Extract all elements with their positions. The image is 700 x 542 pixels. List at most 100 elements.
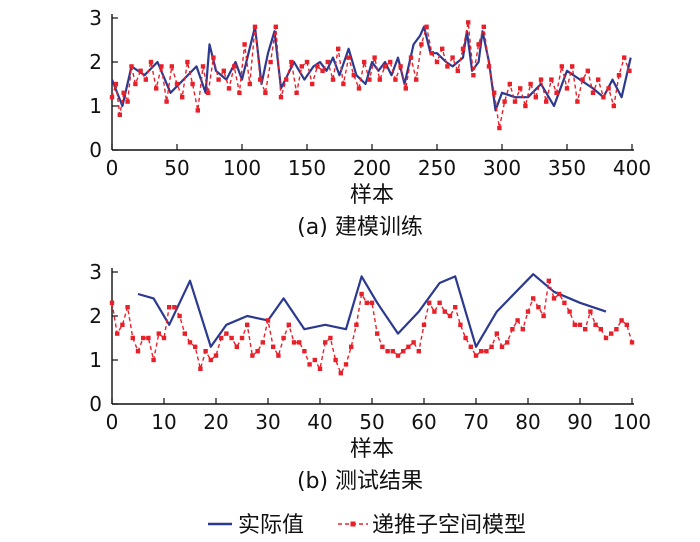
series-marker-model [356, 86, 362, 91]
series-marker-model [512, 99, 518, 104]
series-marker-model [486, 64, 492, 69]
series-marker-model [328, 335, 333, 341]
series-marker-model [375, 331, 380, 336]
series-marker-model [297, 340, 302, 345]
series-marker-model [575, 99, 580, 104]
series-marker-model [193, 344, 198, 349]
x-tick-label: 250 [418, 156, 456, 180]
series-marker-model [336, 46, 341, 51]
series-marker-model [237, 90, 242, 95]
y-tick-label: 0 [89, 392, 102, 416]
series-marker-model [250, 353, 255, 358]
series-marker-model [359, 291, 364, 297]
series-marker-model [507, 81, 512, 87]
x-tick-label: 70 [463, 410, 488, 434]
series-marker-model [619, 318, 624, 323]
series-marker-model [276, 353, 281, 358]
x-tick-label: 90 [567, 410, 592, 434]
y-tick-label: 3 [89, 6, 102, 30]
x-tick-label: 40 [307, 410, 332, 434]
x-tick-label: 100 [223, 156, 261, 180]
series-marker-model [198, 366, 203, 371]
series-marker-model [125, 305, 130, 310]
series-marker-model [559, 64, 564, 69]
series-marker-model [419, 42, 424, 47]
x-tick-label: 150 [288, 156, 326, 180]
series-marker-model [129, 64, 134, 69]
panel-a: 0 1 2 3 0 50 100 150 200 250 300 350 400 样本 (a) 建模训练 [89, 6, 651, 240]
series-marker-model [219, 335, 224, 341]
series-marker-model [169, 64, 174, 69]
series-marker-model [265, 318, 271, 323]
series-marker-model [476, 42, 481, 47]
x-tick-label: 30 [255, 410, 280, 434]
series-marker-model [323, 340, 328, 345]
series-marker-model [255, 349, 260, 354]
series-marker-model [190, 81, 195, 87]
series-marker-model [200, 64, 206, 69]
series-marker-model [268, 59, 273, 65]
series-marker-model [520, 327, 525, 332]
series-marker-model [572, 322, 577, 327]
series-marker-model [395, 353, 401, 358]
x-tick-label: 400 [613, 156, 651, 180]
series-marker-model [115, 331, 120, 336]
series-marker-model [406, 344, 411, 349]
series-marker-model [242, 42, 247, 47]
series-marker-model [557, 291, 562, 297]
series-marker-model [333, 357, 338, 363]
series-marker-model [164, 99, 169, 104]
series-marker-model [177, 313, 182, 319]
series-marker-model [307, 362, 312, 367]
series-marker-model [182, 331, 187, 336]
series-marker-model [562, 300, 567, 305]
y-tick-label: 3 [89, 260, 102, 284]
series-marker-model [247, 81, 252, 87]
series-marker-model [481, 24, 486, 29]
series-marker-model [291, 340, 297, 345]
series-marker-model [627, 68, 632, 73]
series-marker-model [133, 81, 138, 87]
series-marker-model [429, 51, 434, 56]
series-marker-model [510, 327, 515, 332]
series-marker-model [518, 86, 523, 91]
series-marker-model [494, 331, 499, 336]
series-marker-model [367, 77, 372, 82]
series-marker-model [109, 95, 115, 100]
series-marker-model [258, 77, 263, 82]
series-marker-model [403, 86, 408, 91]
series-marker-model [551, 296, 557, 301]
series-marker-model [294, 90, 299, 95]
series-marker-model [515, 318, 520, 323]
series-marker-model [484, 349, 489, 354]
series-marker-model [320, 68, 325, 73]
series-marker-model [437, 300, 442, 305]
series-marker-model [411, 340, 416, 345]
series-marker-model [185, 59, 190, 65]
series-marker-model [354, 322, 359, 327]
series-marker-model [343, 362, 349, 367]
series-marker-model [206, 90, 211, 95]
series-marker-model [302, 349, 307, 354]
series-marker-model [398, 64, 403, 69]
series-marker-model [310, 81, 315, 87]
series-marker-model [502, 99, 507, 104]
series-marker-model [121, 90, 126, 95]
series-marker-model [284, 77, 289, 82]
y-tick-label: 2 [89, 304, 102, 328]
series-marker-model [278, 95, 284, 100]
series-marker-model [453, 305, 458, 310]
series-marker-model [364, 300, 369, 305]
series-marker-model [528, 81, 533, 87]
series-marker-model [499, 344, 505, 349]
series-marker-model [135, 349, 141, 354]
series-marker-model [593, 322, 598, 327]
series-marker-model [447, 313, 453, 319]
series-marker-model [156, 331, 161, 336]
series-marker-model [460, 46, 466, 51]
series-marker-model [466, 20, 471, 25]
series-marker-model [463, 335, 468, 341]
series-marker-model [598, 327, 603, 332]
series-marker-model [388, 59, 393, 65]
series-marker-model [533, 95, 538, 100]
